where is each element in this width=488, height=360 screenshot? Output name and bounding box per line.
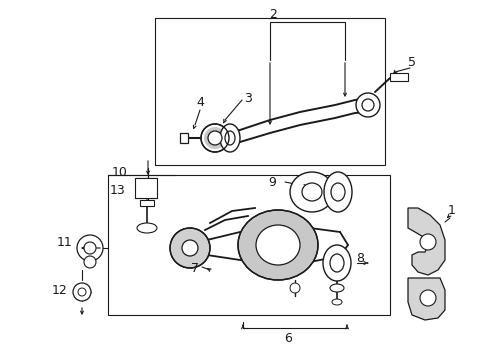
Ellipse shape (289, 283, 299, 293)
Text: 9: 9 (267, 176, 275, 189)
Ellipse shape (203, 127, 225, 149)
Polygon shape (108, 175, 389, 315)
Ellipse shape (329, 254, 343, 272)
Ellipse shape (207, 131, 222, 145)
Text: 10: 10 (112, 166, 128, 179)
Bar (180, 133, 187, 143)
Ellipse shape (220, 124, 240, 152)
Ellipse shape (137, 223, 157, 233)
Text: 11: 11 (57, 235, 73, 248)
Text: 12: 12 (52, 284, 68, 297)
Ellipse shape (238, 210, 317, 280)
Polygon shape (407, 278, 444, 320)
Ellipse shape (355, 93, 379, 117)
Ellipse shape (207, 131, 222, 145)
Ellipse shape (182, 240, 198, 256)
Ellipse shape (323, 245, 350, 281)
Text: 6: 6 (284, 332, 291, 345)
Ellipse shape (330, 183, 345, 201)
Text: 7: 7 (191, 261, 199, 274)
Ellipse shape (73, 283, 91, 301)
Text: 13: 13 (110, 184, 125, 197)
Text: 8: 8 (355, 252, 363, 265)
Bar (155, 18, 384, 165)
Ellipse shape (302, 183, 321, 201)
Text: 5: 5 (407, 57, 415, 69)
Text: 3: 3 (244, 91, 251, 104)
Ellipse shape (84, 242, 96, 254)
Ellipse shape (84, 256, 96, 268)
Text: 2: 2 (268, 8, 276, 21)
Text: 4: 4 (196, 96, 203, 109)
Ellipse shape (419, 290, 435, 306)
Text: 1: 1 (447, 203, 455, 216)
Ellipse shape (361, 99, 373, 111)
Bar (389, 73, 407, 81)
Ellipse shape (419, 234, 435, 250)
Bar (140, 200, 154, 206)
Ellipse shape (201, 124, 228, 152)
Ellipse shape (224, 131, 235, 145)
Bar (135, 178, 157, 198)
Ellipse shape (170, 228, 209, 268)
Ellipse shape (256, 225, 299, 265)
Ellipse shape (289, 172, 333, 212)
Ellipse shape (324, 172, 351, 212)
Ellipse shape (329, 284, 343, 292)
Ellipse shape (78, 288, 86, 296)
Polygon shape (407, 208, 444, 275)
Ellipse shape (77, 235, 103, 261)
Ellipse shape (331, 299, 341, 305)
